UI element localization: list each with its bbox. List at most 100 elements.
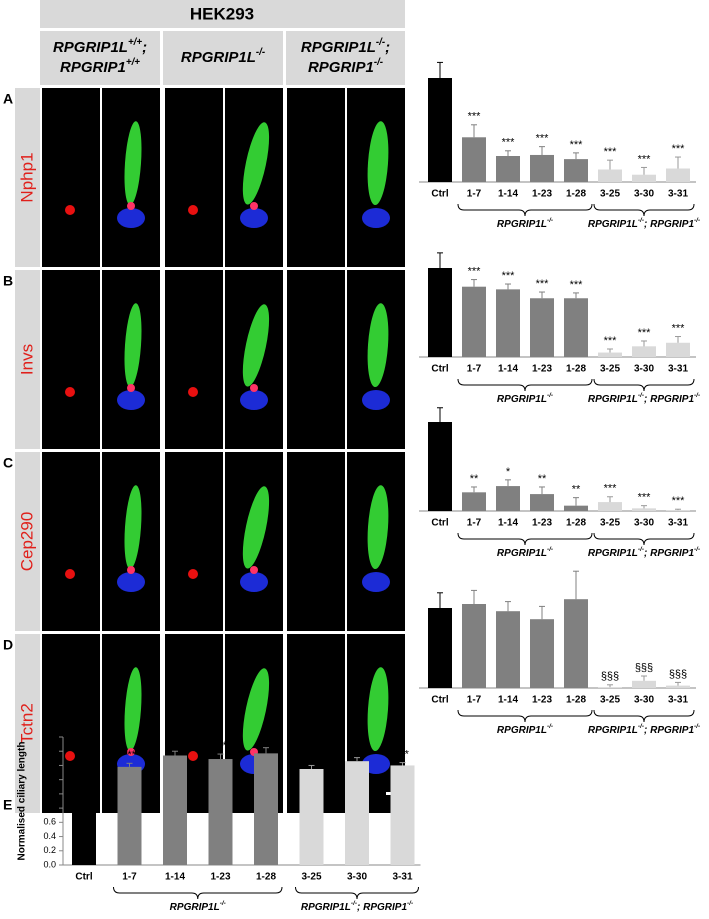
superscript: -/-	[638, 723, 644, 730]
signal-dot	[65, 205, 75, 215]
x-tick-label: 1-28	[256, 872, 276, 883]
bar	[564, 159, 588, 182]
x-tick-label: Ctrl	[431, 364, 448, 375]
x-tick-label: 1-28	[566, 518, 586, 529]
bar	[598, 687, 622, 688]
superscript: -/-	[694, 723, 700, 730]
y-tick-label: 1.6	[43, 746, 56, 756]
row-label: Tctn2	[17, 703, 36, 744]
y-tick-label: 1.0	[43, 788, 56, 798]
x-tick-label: Ctrl	[431, 518, 448, 529]
x-tick-label: 1-14	[498, 695, 518, 706]
text-segment: RPGRIP1L	[497, 219, 547, 230]
text-segment: RPGRIP1L	[181, 49, 256, 66]
row-label: Cep290	[17, 512, 36, 572]
signal-dot	[250, 202, 258, 210]
panel-letter: A	[3, 91, 13, 107]
x-tick-label: 1-28	[566, 189, 586, 200]
significance-label: ***	[536, 133, 550, 145]
header-title: HEK293	[190, 4, 254, 23]
group-label: RPGRIP1L-/-	[497, 217, 553, 229]
column-header-box	[163, 31, 283, 85]
bar	[428, 268, 452, 357]
micrograph	[42, 634, 100, 813]
bar	[428, 78, 452, 182]
group-brace	[593, 532, 695, 546]
cilium	[367, 667, 389, 752]
y-tick-label: 1.2	[43, 774, 56, 784]
text-segment: RPGRIP1L	[588, 394, 638, 405]
x-tick-label: 1-7	[122, 872, 137, 883]
x-tick-label: 3-30	[347, 872, 367, 883]
column-header: RPGRIP1L-/-;	[301, 37, 390, 56]
signal-dot	[250, 384, 258, 392]
x-tick-label: 1-7	[467, 518, 482, 529]
superscript: -/-	[547, 392, 553, 399]
bar	[564, 599, 588, 688]
significance-label: ***	[604, 483, 618, 495]
superscript: -/-	[256, 47, 265, 58]
signal-dot	[250, 566, 258, 574]
x-tick-label: 1-23	[532, 518, 552, 529]
text-segment: RPGRIP1L	[497, 394, 547, 405]
group-brace	[593, 203, 695, 217]
group-brace	[457, 378, 593, 392]
x-tick-label: 1-14	[498, 189, 518, 200]
header-box	[40, 0, 405, 28]
column-header: RPGRIP1L-/-	[181, 47, 265, 66]
group-brace	[457, 532, 593, 546]
x-tick-label: 3-30	[634, 189, 654, 200]
nucleus	[117, 390, 145, 410]
bar	[666, 685, 690, 688]
micrograph	[42, 270, 100, 449]
significance-label: ***	[672, 143, 686, 155]
cilium	[367, 303, 389, 388]
x-tick-label: 1-7	[467, 364, 482, 375]
x-tick-label: 1-7	[467, 695, 482, 706]
bar	[163, 755, 187, 865]
significance-label: ***	[502, 137, 516, 149]
bar	[462, 604, 486, 688]
nucleus	[240, 390, 268, 410]
group-label: RPGRIP1L-/-; RPGRIP1-/-	[588, 546, 700, 558]
group-label: RPGRIP1L-/-; RPGRIP1-/-	[588, 217, 700, 229]
text-segment: RPGRIP1L	[588, 548, 638, 559]
superscript: +/+	[128, 37, 142, 48]
bar	[496, 486, 520, 511]
cilium	[124, 303, 142, 388]
text-segment: RPGRIP1L	[170, 902, 220, 913]
significance-label: ***	[672, 495, 686, 507]
significance-label: **	[538, 473, 547, 485]
significance-label: ***	[536, 278, 550, 290]
significance-label: §§§	[601, 671, 619, 683]
significance-label: ***	[638, 327, 652, 339]
bar	[428, 608, 452, 688]
x-tick-label: 3-25	[600, 364, 620, 375]
superscript: -/-	[220, 900, 226, 907]
micrograph	[42, 88, 100, 267]
significance-label: **	[470, 473, 479, 485]
significance-label: ***	[502, 270, 516, 282]
bar	[462, 137, 486, 182]
signal-dot	[127, 384, 135, 392]
x-tick-label: 1-23	[532, 695, 552, 706]
micrograph	[165, 270, 223, 449]
x-tick-label: 3-25	[600, 695, 620, 706]
x-tick-label: 3-25	[301, 872, 321, 883]
superscript: -/-	[351, 900, 357, 907]
text-segment: RPGRIP1L	[497, 725, 547, 736]
superscript: -/-	[376, 37, 385, 48]
significance-label: ***	[396, 749, 410, 761]
x-tick-label: Ctrl	[431, 695, 448, 706]
text-segment: ;	[385, 39, 390, 56]
y-tick-label: 0.2	[43, 845, 56, 855]
superscript: -/-	[638, 217, 644, 224]
signal-dot	[188, 569, 198, 579]
x-tick-label: 3-30	[634, 364, 654, 375]
x-tick-label: 1-28	[566, 364, 586, 375]
bar	[390, 765, 415, 865]
group-label: RPGRIP1L-/-	[497, 546, 553, 558]
micrograph	[287, 452, 345, 631]
group-brace	[457, 709, 593, 723]
